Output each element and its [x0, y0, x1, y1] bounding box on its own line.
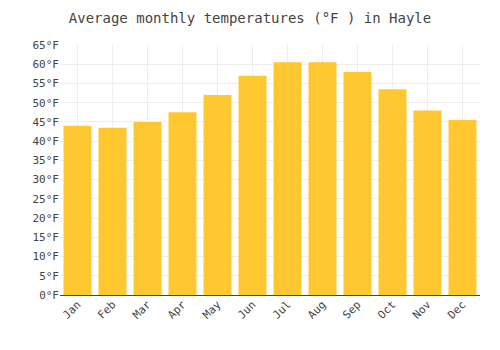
svg-text:Nov: Nov	[410, 298, 434, 322]
svg-text:30°F: 30°F	[33, 173, 60, 186]
svg-text:0°F: 0°F	[39, 289, 59, 302]
svg-text:Apr: Apr	[165, 298, 189, 322]
svg-text:35°F: 35°F	[33, 154, 60, 167]
svg-text:May: May	[200, 298, 224, 322]
svg-text:10°F: 10°F	[33, 250, 60, 263]
svg-text:Average monthly temperatures (: Average monthly temperatures (°F ) in Ha…	[69, 10, 431, 26]
svg-text:50°F: 50°F	[33, 97, 60, 110]
svg-text:60°F: 60°F	[33, 58, 60, 71]
svg-text:Oct: Oct	[375, 298, 398, 321]
svg-text:40°F: 40°F	[33, 135, 60, 148]
svg-text:Mar: Mar	[130, 298, 154, 322]
svg-text:45°F: 45°F	[33, 116, 60, 129]
svg-text:Sep: Sep	[340, 298, 363, 321]
svg-text:15°F: 15°F	[33, 231, 60, 244]
svg-text:Jan: Jan	[60, 298, 83, 321]
svg-text:Aug: Aug	[305, 298, 328, 321]
svg-text:20°F: 20°F	[33, 212, 60, 225]
svg-text:Jul: Jul	[270, 298, 293, 321]
svg-text:Dec: Dec	[445, 298, 468, 321]
svg-text:55°F: 55°F	[33, 77, 60, 90]
svg-text:25°F: 25°F	[33, 193, 60, 206]
svg-text:5°F: 5°F	[39, 270, 59, 283]
svg-text:Jun: Jun	[235, 298, 258, 321]
svg-text:65°F: 65°F	[33, 39, 60, 52]
svg-text:Feb: Feb	[95, 298, 118, 321]
